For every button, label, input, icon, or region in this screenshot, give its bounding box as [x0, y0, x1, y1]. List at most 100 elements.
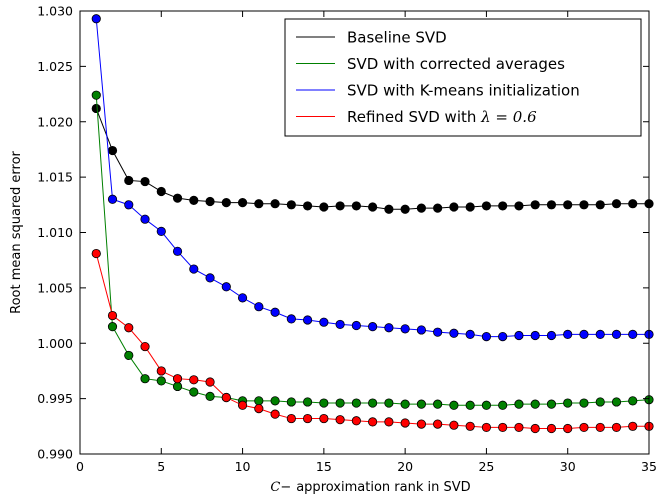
y-tick-label: 0.995 — [37, 391, 73, 406]
legend-item-3: SVD with K-means initialization — [296, 82, 580, 100]
series-2-point — [319, 398, 329, 408]
series-3-point — [205, 273, 215, 283]
y-tick-label: 0.990 — [37, 447, 73, 462]
series-3-point — [351, 320, 361, 331]
series-1-point — [221, 198, 231, 208]
series-3-point — [514, 330, 524, 341]
series-1-point — [172, 193, 183, 203]
legend-label: SVD with corrected averages — [347, 55, 565, 73]
series-2-point — [124, 350, 134, 361]
series-3-point — [189, 264, 199, 274]
series-4-point — [481, 422, 492, 433]
series-3-point — [563, 329, 573, 339]
y-axis-label: Root mean squared error — [9, 150, 24, 313]
series-4-point — [546, 423, 557, 434]
series-2-point — [91, 90, 101, 100]
series-3-point — [172, 246, 183, 256]
x-tick-label: 35 — [641, 459, 657, 474]
series-4-point — [189, 375, 199, 385]
series-1-point — [107, 145, 118, 156]
series-1-point — [237, 198, 248, 208]
series-4-point — [140, 341, 150, 352]
series-4-point — [237, 400, 248, 410]
series-3-point — [481, 332, 492, 342]
series-1-point — [416, 203, 426, 213]
x-tick-label: 0 — [76, 459, 84, 474]
series-2-point — [107, 322, 118, 332]
series-1-point — [611, 199, 622, 209]
legend-label-text: Refined SVD with — [347, 108, 481, 126]
series-1-point — [400, 204, 410, 214]
series-1-point — [433, 203, 443, 213]
legend-label-math: λ = 0.6 — [480, 108, 537, 126]
series-2-point — [546, 399, 557, 409]
x-axis-label-text: approximation rank in SVD — [296, 480, 470, 495]
series-3-point — [628, 329, 638, 339]
series-2-point — [611, 397, 622, 407]
series-1-point — [319, 202, 329, 212]
series-4-point — [124, 323, 134, 333]
series-1-point — [384, 204, 394, 214]
y-tick-label: 1.015 — [37, 170, 73, 185]
series-4-point — [319, 413, 329, 424]
series-3-point — [140, 214, 150, 224]
series-2 — [91, 90, 654, 410]
series-1-point — [579, 200, 589, 210]
series-2-point — [172, 381, 183, 392]
series-1-point — [368, 202, 378, 212]
series-1-point — [302, 201, 313, 211]
series-3-point — [302, 315, 313, 325]
series-3-point — [237, 293, 248, 303]
series-1-point — [449, 202, 459, 212]
legend-box — [284, 18, 642, 137]
legend-label: Refined SVD with λ = 0.6 — [347, 108, 537, 126]
series-3-point — [368, 322, 378, 332]
series-2-point — [563, 398, 573, 408]
series-4-point — [514, 422, 524, 433]
series-1-point — [205, 196, 215, 207]
series-4-point — [107, 310, 118, 321]
series-3-point — [465, 329, 475, 339]
series-3-point — [319, 317, 329, 327]
series-1-point — [270, 199, 280, 209]
series-2-point — [302, 397, 313, 407]
series-3-point — [498, 332, 508, 342]
series-1-point — [514, 201, 524, 211]
series-2-point — [254, 396, 264, 406]
series-1-point — [189, 195, 199, 205]
series-2-point — [449, 400, 459, 410]
series-4-point — [384, 417, 394, 427]
series-1-point — [156, 186, 166, 197]
series-3-point — [270, 307, 280, 317]
x-tick-label: 5 — [157, 459, 165, 474]
series-2-point — [595, 397, 605, 407]
series-4-point — [91, 248, 101, 259]
legend-label: Baseline SVD — [347, 29, 447, 47]
y-tick-label: 1.005 — [37, 280, 73, 295]
series-3-point — [124, 200, 134, 210]
series-2-point — [156, 376, 166, 386]
legend-item-1: Baseline SVD — [296, 29, 447, 47]
legend: Baseline SVD SVD with corrected averages S… — [284, 18, 642, 137]
series-2-point — [189, 387, 199, 397]
series-1-point — [335, 201, 345, 211]
series-1-point — [530, 200, 540, 210]
series-1-point — [595, 200, 605, 210]
series-2-point — [433, 399, 443, 409]
series-3-point — [156, 226, 166, 236]
series-2-point — [400, 399, 410, 409]
series-4-point — [579, 422, 589, 433]
series-2-point — [286, 397, 296, 407]
series-1-point — [628, 199, 638, 209]
series-4-point — [205, 377, 215, 387]
series-1-point — [91, 103, 101, 114]
series-3-point — [595, 329, 605, 339]
series-3-point — [546, 330, 557, 341]
series-2-point — [628, 396, 638, 406]
series-3-point — [416, 325, 426, 335]
series-3-point — [433, 327, 443, 337]
series-2-point — [368, 398, 378, 408]
series-3-point — [254, 302, 264, 312]
series-2-point — [416, 399, 426, 409]
series-4-point — [156, 366, 166, 376]
